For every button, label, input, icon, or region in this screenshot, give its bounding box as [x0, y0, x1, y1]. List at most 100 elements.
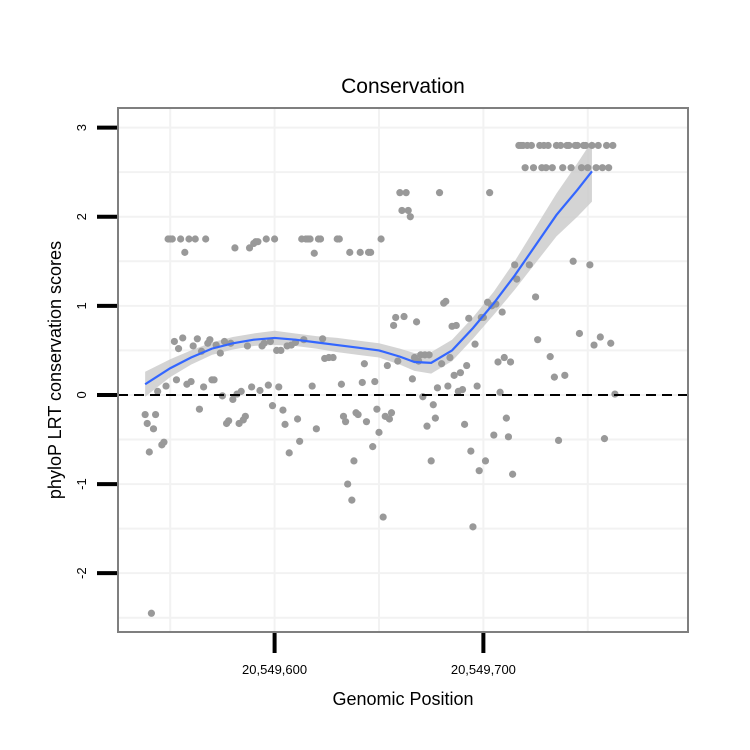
x-tick-label: 20,549,600	[242, 662, 307, 677]
data-point	[542, 164, 550, 172]
data-point	[431, 414, 439, 422]
data-point	[147, 609, 156, 617]
data-point	[160, 438, 168, 446]
data-point	[154, 387, 162, 395]
data-point	[189, 342, 197, 350]
data-point	[367, 248, 375, 256]
data-point	[141, 410, 149, 419]
data-point	[170, 337, 178, 346]
x-axis: 20,549,600 20,549,700	[242, 633, 516, 677]
data-point	[529, 164, 538, 172]
data-point	[312, 425, 320, 433]
data-point	[394, 357, 402, 365]
data-point	[467, 447, 475, 455]
data-point	[498, 308, 506, 316]
data-point	[143, 419, 151, 428]
data-point	[531, 293, 540, 301]
data-point	[344, 480, 352, 488]
data-point	[594, 141, 602, 150]
data-point	[390, 321, 398, 330]
data-point	[168, 235, 176, 243]
data-point	[586, 261, 594, 269]
data-point	[463, 361, 471, 370]
data-point	[319, 335, 327, 343]
data-point	[609, 141, 617, 150]
data-point	[264, 381, 272, 389]
data-point	[513, 275, 521, 283]
data-point	[296, 437, 304, 445]
data-point	[285, 449, 293, 457]
data-point	[427, 457, 435, 465]
data-point	[534, 336, 542, 344]
data-point	[248, 383, 256, 391]
data-point	[435, 189, 444, 197]
y-tick-label: 1	[74, 302, 89, 309]
data-point	[375, 428, 383, 436]
data-point	[602, 141, 611, 150]
data-point	[592, 164, 600, 172]
data-point	[600, 435, 609, 443]
data-point	[335, 235, 343, 243]
data-point	[561, 371, 569, 379]
data-point	[473, 382, 481, 390]
data-point	[293, 415, 302, 423]
data-point	[237, 387, 245, 395]
data-point	[387, 409, 396, 417]
data-point	[216, 349, 224, 357]
data-point	[371, 377, 379, 386]
data-point	[565, 141, 573, 150]
data-point	[471, 340, 479, 348]
data-point	[475, 467, 483, 475]
data-point	[465, 314, 473, 322]
data-point	[346, 248, 354, 256]
data-point	[281, 420, 289, 428]
data-point	[337, 380, 346, 388]
data-point	[504, 433, 513, 441]
x-tick-label: 20,549,700	[451, 662, 516, 677]
data-point	[569, 257, 577, 265]
data-point	[279, 406, 287, 414]
data-point	[229, 395, 237, 404]
data-point	[275, 383, 283, 391]
data-point	[554, 436, 563, 445]
data-point	[308, 382, 316, 390]
data-point	[149, 425, 158, 433]
data-point	[509, 470, 517, 478]
y-tick-label: -1	[74, 478, 89, 490]
data-point	[511, 261, 519, 269]
data-point	[354, 410, 362, 419]
data-point	[596, 333, 604, 341]
data-point	[225, 417, 233, 425]
data-point	[573, 141, 581, 150]
data-point	[254, 238, 262, 246]
data-point	[373, 405, 381, 413]
data-point	[306, 235, 314, 243]
data-point	[195, 405, 204, 413]
data-point	[266, 337, 275, 346]
data-point	[151, 410, 160, 419]
data-point	[494, 358, 502, 366]
data-point	[369, 443, 377, 451]
data-point	[358, 378, 366, 387]
data-point	[193, 335, 201, 343]
data-point	[605, 164, 613, 172]
data-point	[502, 414, 510, 422]
chart-title: Conservation	[341, 75, 465, 98]
data-point	[452, 321, 460, 330]
data-point	[527, 141, 536, 150]
data-point	[550, 373, 558, 381]
data-point	[442, 297, 450, 305]
data-point	[392, 313, 400, 322]
data-point	[559, 164, 567, 172]
data-point	[341, 418, 350, 426]
data-point	[181, 248, 189, 256]
data-point	[350, 457, 358, 465]
points-layer	[141, 141, 619, 617]
data-point	[191, 235, 199, 243]
confidence-band	[145, 140, 592, 397]
data-point	[385, 415, 394, 423]
y-tick-label: 0	[74, 391, 89, 398]
data-point	[185, 235, 193, 243]
smooth-layer	[144, 170, 593, 386]
